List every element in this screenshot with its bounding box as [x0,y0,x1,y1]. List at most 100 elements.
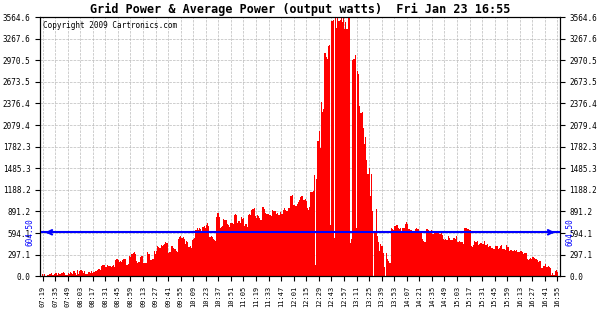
Bar [522,252,523,276]
Bar [209,237,211,276]
Bar [98,269,99,276]
Bar [230,223,232,276]
Bar [237,223,238,276]
Bar [110,267,112,276]
Bar [335,17,336,276]
Bar [62,273,63,276]
Bar [95,271,97,276]
Bar [120,261,121,276]
Bar [481,243,482,276]
Bar [179,237,180,276]
Bar [550,268,551,276]
Bar [320,148,321,276]
Bar [291,196,292,276]
Bar [443,239,444,276]
Bar [97,270,98,276]
Bar [495,246,496,276]
Text: 604.50: 604.50 [566,219,575,246]
Bar [434,232,435,276]
Bar [83,273,84,276]
Bar [249,214,250,276]
Bar [203,226,205,276]
Bar [49,274,50,276]
Bar [290,196,291,276]
Bar [201,231,202,276]
Bar [547,267,548,276]
Bar [450,240,451,276]
Bar [184,239,185,276]
Text: 604.50: 604.50 [25,219,34,246]
Bar [243,218,244,276]
Bar [42,274,43,276]
Bar [284,208,285,276]
Bar [226,220,227,276]
Bar [398,228,399,276]
Bar [511,250,512,276]
Bar [191,248,192,276]
Bar [532,257,533,276]
Bar [358,74,359,276]
Bar [492,248,493,276]
Bar [514,250,515,276]
Bar [140,257,141,276]
Bar [116,259,118,276]
Bar [299,200,300,276]
Bar [52,275,53,276]
Bar [175,249,176,276]
Bar [270,215,271,276]
Bar [263,207,264,276]
Bar [458,242,459,276]
Bar [233,224,234,276]
Bar [374,232,376,276]
Bar [412,231,413,276]
Bar [482,244,484,276]
Bar [541,268,542,276]
Bar [509,251,511,276]
Bar [535,259,536,276]
Bar [148,254,149,276]
Bar [88,272,89,276]
Bar [378,242,379,276]
Bar [135,254,136,276]
Bar [425,229,427,276]
Bar [202,227,203,276]
Bar [185,244,186,276]
Bar [227,224,228,276]
Bar [485,245,486,276]
Bar [298,202,299,276]
Bar [542,268,543,276]
Bar [387,259,388,276]
Bar [309,207,310,276]
Bar [301,196,302,276]
Bar [289,208,290,276]
Bar [44,274,46,276]
Bar [394,226,395,276]
Bar [407,224,408,276]
Bar [321,102,322,276]
Bar [460,242,461,276]
Bar [285,210,286,276]
Bar [48,275,49,276]
Bar [194,238,196,276]
Bar [536,259,537,276]
Bar [512,251,514,276]
Bar [515,251,516,276]
Bar [487,244,488,276]
Bar [372,210,373,276]
Bar [323,109,325,276]
Bar [484,241,485,276]
Bar [295,206,296,276]
Bar [423,241,424,276]
Bar [199,228,200,276]
Bar [277,213,278,276]
Bar [416,228,418,276]
Bar [556,270,557,276]
Bar [257,215,258,276]
Bar [232,223,233,276]
Bar [57,275,58,276]
Bar [363,127,364,276]
Bar [65,275,67,276]
Bar [182,237,184,276]
Bar [193,239,194,276]
Bar [449,238,450,276]
